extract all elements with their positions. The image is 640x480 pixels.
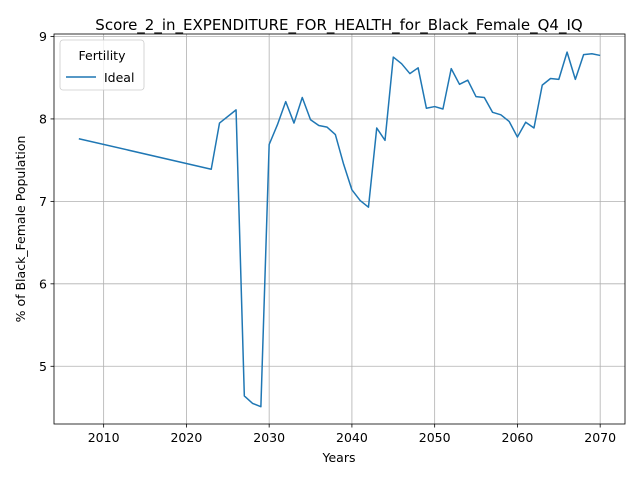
chart-title: Score_2_in_EXPENDITURE_FOR_HEALTH_for_Bl… (95, 16, 582, 35)
x-tick-label: 2040 (336, 430, 368, 445)
series-lines (78, 51, 601, 408)
x-tick-label: 2030 (253, 430, 285, 445)
x-tick-label: 2070 (584, 430, 616, 445)
y-axis-label: % of Black_Female Population (13, 136, 28, 323)
x-tick-label: 2050 (419, 430, 451, 445)
x-tick-label: 2020 (170, 430, 202, 445)
y-tick-label: 5 (39, 359, 47, 374)
grid-lines (54, 34, 625, 424)
x-tick-label: 2010 (88, 430, 120, 445)
series-line-ideal (78, 51, 601, 408)
plot-frame (53, 33, 626, 425)
y-tick-label: 6 (39, 276, 47, 291)
x-axis-label: Years (322, 450, 356, 465)
y-tick-label: 9 (39, 29, 47, 44)
y-tick-label: 7 (39, 194, 47, 209)
axis-ticks: 2010 2020 2030 2040 2050 2060 2070 5 6 7 8 9 (39, 29, 616, 445)
legend-title: Fertility (79, 48, 127, 63)
legend: Fertility Ideal (59, 39, 145, 91)
y-tick-label: 8 (39, 111, 47, 126)
legend-label-ideal: Ideal (104, 70, 134, 85)
x-tick-label: 2060 (502, 430, 534, 445)
